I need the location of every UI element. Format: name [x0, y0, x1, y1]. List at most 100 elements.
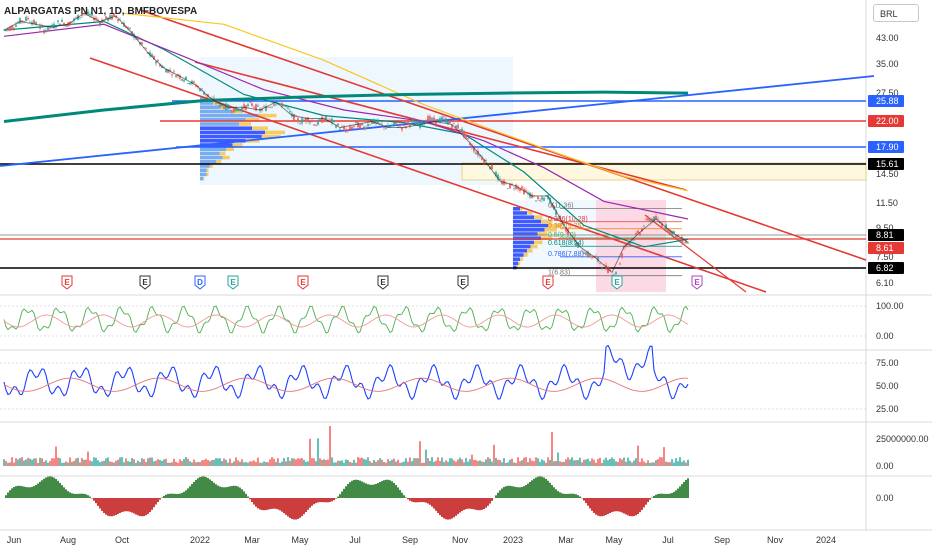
- volume-bar: [389, 460, 391, 466]
- volume-bar: [79, 462, 81, 466]
- volume-bar: [301, 458, 303, 466]
- volume-bar: [591, 458, 593, 466]
- histogram-bar: [411, 498, 413, 502]
- histogram-bar: [643, 498, 645, 508]
- histogram-bar: [189, 486, 191, 498]
- candle-body: [141, 42, 143, 45]
- candle-body: [633, 239, 635, 241]
- candle-body: [587, 252, 589, 257]
- volume-bar: [477, 461, 479, 466]
- x-tick-label: Nov: [452, 535, 469, 545]
- histogram-bar: [239, 487, 241, 498]
- volume-bar: [131, 458, 133, 466]
- volume-bar: [215, 458, 217, 466]
- histogram-bar: [591, 498, 593, 511]
- candle-body: [79, 17, 81, 19]
- histogram-bar: [147, 498, 149, 514]
- candle-body: [635, 233, 637, 235]
- histogram-bar: [625, 498, 627, 515]
- histogram-bar: [109, 498, 111, 517]
- candle-body: [583, 252, 585, 254]
- price-axis[interactable]: 43.0035.0027.5021.0014.5011.509.507.506.…: [7, 33, 929, 545]
- y-tick-label: 6.10: [876, 278, 894, 288]
- candle-body: [247, 104, 249, 106]
- volume-bar: [357, 457, 359, 466]
- volume-bar: [605, 457, 607, 466]
- trend-line: [0, 75, 875, 167]
- histogram-bar: [113, 498, 115, 516]
- volume-profile-bar: [200, 109, 233, 114]
- volume-bar: [111, 462, 113, 466]
- candle-body: [305, 117, 307, 122]
- volume-bar: [315, 461, 317, 466]
- volume-bar: [351, 462, 353, 466]
- volume-bar: [453, 460, 455, 466]
- histogram-bar: [149, 498, 151, 513]
- histogram-bar: [659, 493, 661, 498]
- volume-profile-bar: [206, 172, 209, 177]
- currency-button[interactable]: BRL: [873, 4, 919, 22]
- histogram-bar: [525, 485, 527, 498]
- volume-bar: [51, 458, 53, 466]
- candle-body: [515, 184, 517, 190]
- event-marker: [542, 275, 554, 290]
- histogram-bar: [323, 498, 325, 503]
- histogram-bar: [633, 498, 635, 517]
- volume-bar: [279, 462, 281, 466]
- volume-bar: [455, 461, 457, 466]
- histogram-bar: [453, 498, 455, 518]
- volume-bar: [459, 457, 461, 466]
- volume-bar: [563, 461, 565, 466]
- event-label: E: [230, 278, 236, 287]
- volume-profile-bar: [209, 164, 213, 168]
- histogram-bar: [281, 498, 283, 512]
- volume-bar: [119, 457, 121, 466]
- price-pane[interactable]: 0(11.36) 0.236(10.28)0.382(9.75) 0.5(9.10)…: [0, 9, 875, 293]
- candle-body: [117, 19, 119, 22]
- candle-body: [461, 128, 463, 133]
- volume-bar: [47, 462, 49, 466]
- histogram-bar: [559, 492, 561, 498]
- histogram-bar: [543, 477, 545, 498]
- histogram-bar: [373, 484, 375, 498]
- volume-bar: [3, 459, 5, 466]
- candle-body: [523, 188, 525, 195]
- histogram-bar: [53, 477, 55, 498]
- volume-bar: [423, 462, 425, 466]
- candle-body: [521, 186, 523, 189]
- candle-body: [539, 200, 541, 201]
- histogram-bar: [75, 493, 77, 498]
- volume-bar: [651, 462, 653, 466]
- volume-bar: [83, 459, 85, 466]
- volume-bar: [649, 462, 651, 466]
- histogram-bar: [269, 498, 271, 510]
- histogram-bar: [259, 498, 261, 510]
- histogram-bar: [333, 498, 335, 501]
- volume-bar: [497, 459, 499, 466]
- volume-bar: [273, 458, 275, 466]
- histogram-bar: [595, 498, 597, 515]
- candle-body: [299, 123, 301, 125]
- volume-bar: [107, 457, 109, 466]
- volume-bar: [553, 461, 555, 466]
- candle-body: [105, 16, 107, 20]
- volume-profile-bar: [520, 257, 523, 261]
- volume-profile-bar: [513, 211, 527, 215]
- fib-label: 0(11.36): [548, 203, 574, 210]
- event-label: E: [545, 278, 551, 287]
- candle-body: [485, 160, 487, 161]
- histogram-bar: [649, 498, 651, 500]
- candle-body: [671, 230, 673, 236]
- candle-body: [69, 22, 71, 26]
- histogram-bar: [637, 498, 639, 514]
- candle-body: [193, 81, 195, 83]
- histogram-bar: [139, 498, 141, 517]
- volume-bar: [117, 459, 119, 466]
- volume-bar: [253, 460, 255, 466]
- histogram-bar: [363, 482, 365, 498]
- histogram-bar: [297, 498, 299, 519]
- candle-body: [121, 22, 123, 24]
- price-tag: [868, 242, 904, 254]
- candle-body: [43, 29, 45, 34]
